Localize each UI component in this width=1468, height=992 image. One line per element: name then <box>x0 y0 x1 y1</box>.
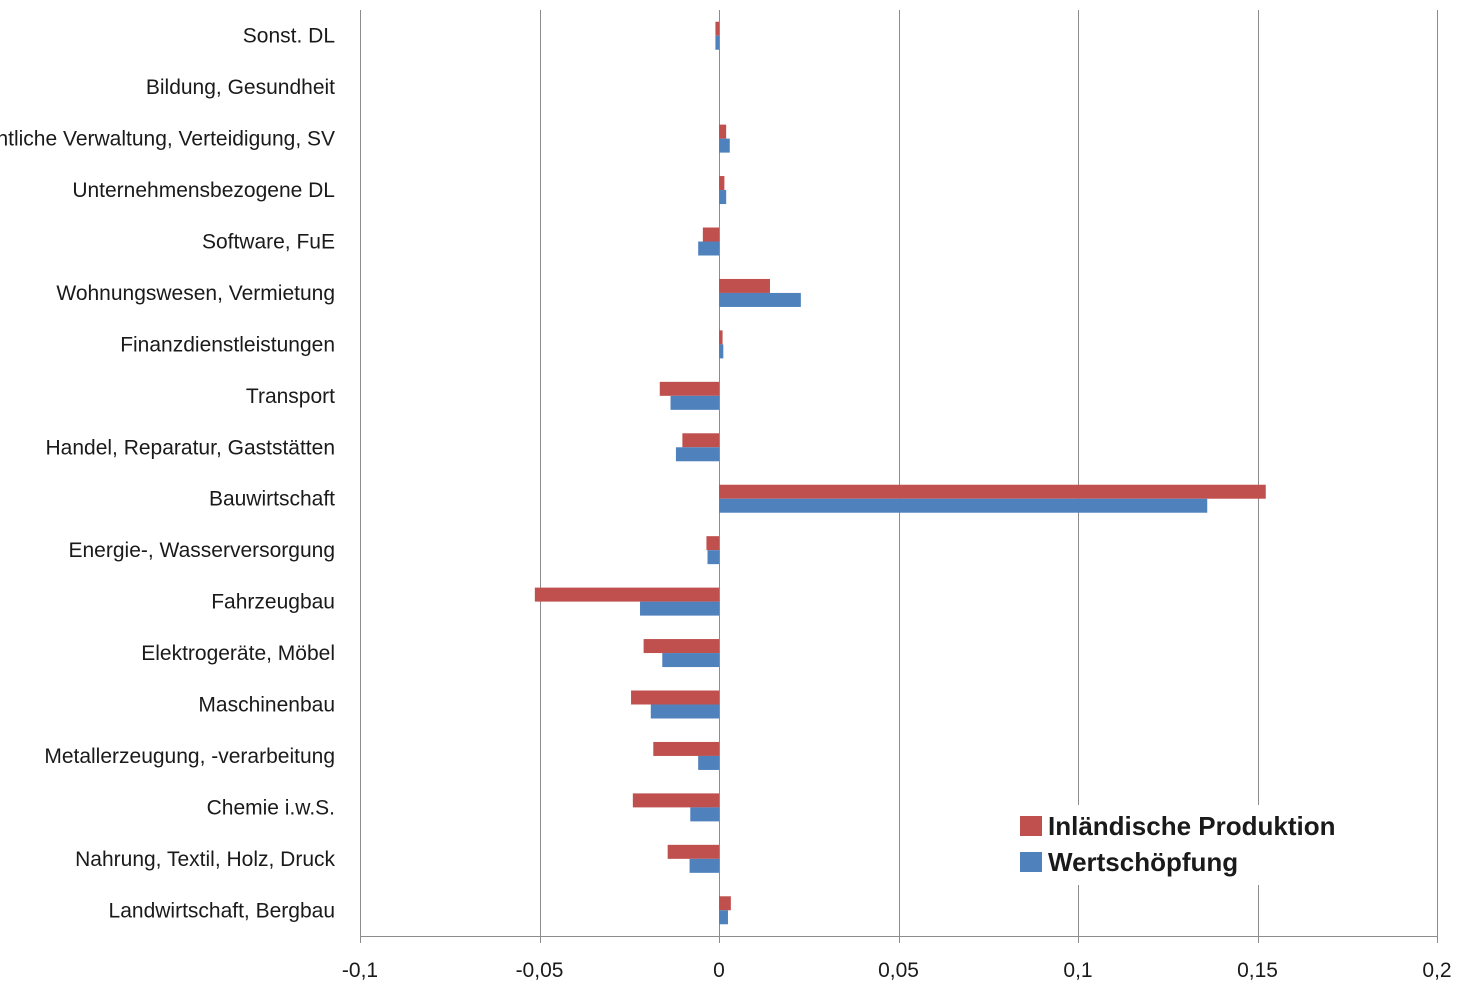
x-tick-label-6: 0,2 <box>1422 959 1451 982</box>
bar-production-7 <box>706 536 719 551</box>
category-label-4: Maschinenbau <box>198 694 335 717</box>
category-label-2: Chemie i.w.S. <box>207 796 335 819</box>
category-label-12: Wohnungswesen, Vermietung <box>56 282 335 305</box>
bar-production-10 <box>659 381 719 396</box>
bar-value-added-14 <box>719 190 727 205</box>
bar-value-added-6 <box>640 601 719 616</box>
legend-swatch-value-added <box>1020 852 1042 872</box>
bar-production-0 <box>719 896 731 911</box>
bar-value-added-15 <box>719 138 730 153</box>
bar-value-added-4 <box>650 704 719 719</box>
bar-production-9 <box>682 433 719 448</box>
category-label-17: Sonst. DL <box>243 25 335 48</box>
axes <box>360 936 1438 943</box>
category-labels: Landwirtschaft, Bergbau Nahrung, Textil, … <box>0 25 336 923</box>
legend: Inländische Produktion Wertschöpfung <box>1010 805 1340 885</box>
x-tick-label-2: 0 <box>713 959 725 982</box>
category-label-6: Fahrzeugbau <box>211 591 335 614</box>
bar-value-added-12 <box>719 292 801 307</box>
bar-production-8 <box>719 484 1266 499</box>
bar-value-added-5 <box>662 653 719 668</box>
bar-production-5 <box>643 639 719 654</box>
legend-label-value-added: Wertschöpfung <box>1048 847 1238 877</box>
category-label-11: Finanzdienstleistungen <box>120 333 335 356</box>
bar-value-added-10 <box>670 395 719 410</box>
category-label-16: Bildung, Gesundheit <box>146 76 335 99</box>
bar-value-added-13 <box>698 241 719 256</box>
bar-production-17 <box>715 21 719 36</box>
bar-production-3 <box>653 741 719 756</box>
bar-value-added-3 <box>698 755 719 770</box>
x-tick-label-3: 0,05 <box>878 959 919 982</box>
category-label-3: Metallerzeugung, -verarbeitung <box>44 745 335 768</box>
bar-production-6 <box>534 587 719 602</box>
bar-value-added-2 <box>690 807 719 822</box>
x-tick-label-5: 0,15 <box>1237 959 1278 982</box>
category-label-5: Elektrogeräte, Möbel <box>141 642 335 665</box>
bar-value-added-8 <box>719 498 1208 513</box>
bar-production-15 <box>719 124 727 139</box>
legend-label-production: Inländische Produktion <box>1048 811 1335 841</box>
category-label-0: Landwirtschaft, Bergbau <box>109 899 335 922</box>
bar-production-12 <box>719 278 770 293</box>
bar-value-added-1 <box>689 858 719 873</box>
bar-production-2 <box>632 793 719 808</box>
category-label-14: Unternehmensbezogene DL <box>72 179 335 202</box>
bars <box>534 21 1266 925</box>
bar-value-added-9 <box>675 447 719 462</box>
category-label-13: Software, FuE <box>202 231 335 254</box>
bar-production-1 <box>667 844 719 859</box>
bar-production-13 <box>702 227 719 242</box>
category-label-1: Nahrung, Textil, Holz, Druck <box>75 848 335 871</box>
bar-value-added-0 <box>719 910 728 925</box>
x-tick-label-0: -0,1 <box>342 959 378 982</box>
x-tick-labels: -0,1 -0,05 0 0,05 0,1 0,15 0,2 <box>342 959 1452 982</box>
x-tick-label-4: 0,1 <box>1063 959 1092 982</box>
bar-production-4 <box>631 690 719 705</box>
bar-production-11 <box>719 330 723 345</box>
category-label-8: Bauwirtschaft <box>209 488 335 511</box>
gridlines <box>360 10 1438 936</box>
category-label-15: Öffentliche Verwaltung, Verteidigung, SV <box>0 128 335 151</box>
bar-production-14 <box>719 176 725 191</box>
bar-value-added-7 <box>707 550 719 565</box>
x-tick-label-1: -0,05 <box>516 959 564 982</box>
bar-value-added-11 <box>719 344 724 359</box>
legend-swatch-production <box>1020 816 1042 836</box>
legend-background <box>1010 805 1340 885</box>
category-label-7: Energie-, Wasserversorgung <box>69 539 336 562</box>
category-label-9: Handel, Reparatur, Gaststätten <box>46 436 336 459</box>
bar-value-added-17 <box>715 35 719 50</box>
category-label-10: Transport <box>246 385 335 408</box>
